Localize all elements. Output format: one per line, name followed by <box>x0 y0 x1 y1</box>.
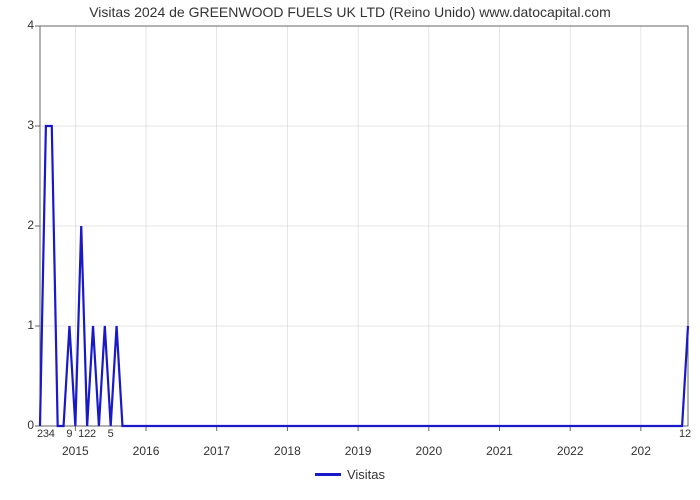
x-small-label: 2 <box>685 428 691 440</box>
series-line <box>40 126 688 426</box>
x-year-label: 2017 <box>203 444 230 458</box>
legend-swatch <box>315 473 341 476</box>
y-tick-label: 1 <box>10 318 34 332</box>
x-year-label: 2021 <box>486 444 513 458</box>
y-tick-label: 0 <box>10 418 34 432</box>
x-year-label: 2019 <box>345 444 372 458</box>
x-small-label: 2 <box>90 428 96 440</box>
x-year-label: 2015 <box>62 444 89 458</box>
y-tick-label: 2 <box>10 218 34 232</box>
y-tick-label: 4 <box>10 18 34 32</box>
legend: Visitas <box>0 466 700 482</box>
chart-container: Visitas 2024 de GREENWOOD FUELS UK LTD (… <box>0 0 700 500</box>
x-year-label: 2020 <box>415 444 442 458</box>
y-tick-label: 3 <box>10 118 34 132</box>
x-small-label: 5 <box>108 428 114 440</box>
x-year-label: 2022 <box>557 444 584 458</box>
x-year-label: 202 <box>631 444 651 458</box>
x-year-label: 2016 <box>133 444 160 458</box>
legend-label: Visitas <box>347 467 385 482</box>
x-small-label: 4 <box>49 428 55 440</box>
x-small-label: 9 <box>66 428 72 440</box>
x-year-label: 2018 <box>274 444 301 458</box>
plot-area <box>0 0 700 500</box>
